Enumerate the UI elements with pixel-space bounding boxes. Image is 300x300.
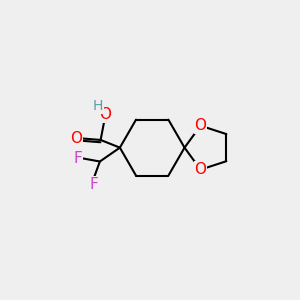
Text: O: O [194,118,206,133]
Text: F: F [73,151,82,166]
Text: O: O [194,162,206,177]
Text: O: O [99,107,111,122]
Text: O: O [70,131,82,146]
Text: H: H [93,99,104,113]
Text: F: F [89,177,98,192]
